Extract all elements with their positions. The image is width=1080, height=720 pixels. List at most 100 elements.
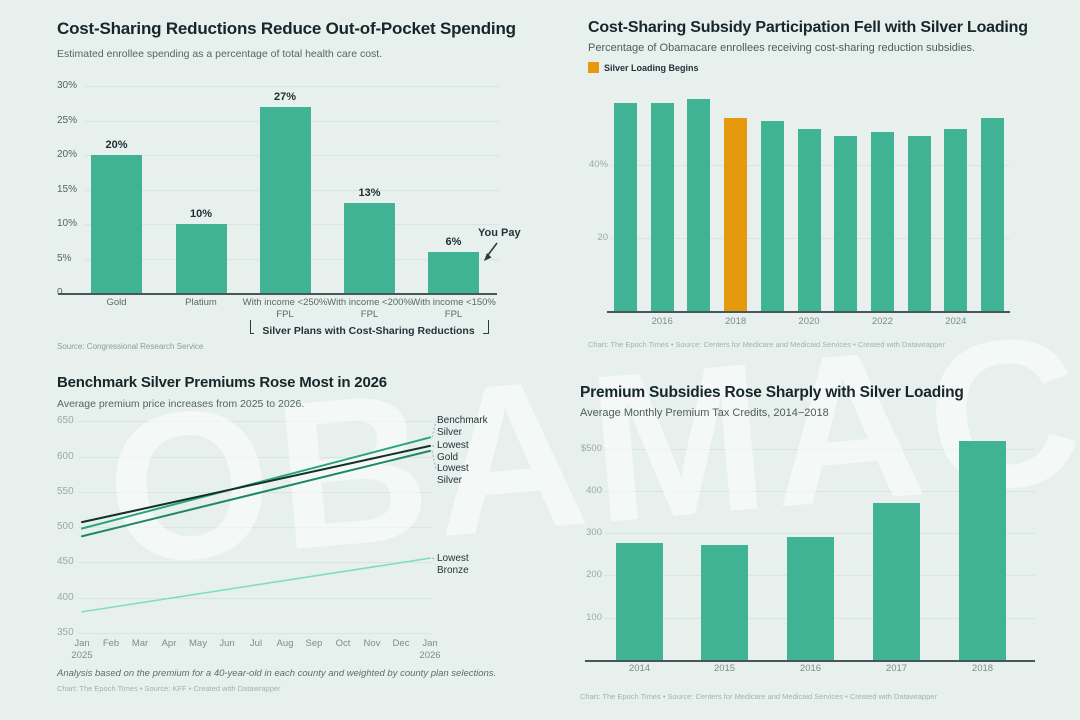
chart2-title: Cost-Sharing Subsidy Participation Fell … [588, 19, 1028, 36]
x-tick-year: 2026 [419, 650, 441, 661]
gridline [78, 421, 432, 423]
y-tick-label: 20% [57, 149, 78, 160]
x-tick-label: Mar [131, 638, 149, 649]
series-line [81, 444, 431, 524]
chart4-footer: Chart: The Epoch Times • Source: Centers… [580, 692, 937, 701]
x-tick-label: Platium [185, 297, 217, 308]
y-tick-label: 500 [57, 521, 74, 533]
x-tick-label: 2020 [798, 316, 820, 327]
bar-value-label: 6% [445, 235, 462, 248]
x-tick-label: 2018 [971, 663, 994, 674]
you-pay-arrow-icon [484, 242, 498, 261]
series-line [81, 436, 431, 530]
legend-swatch [588, 62, 599, 73]
y-tick-label: 200 [586, 569, 602, 581]
y-tick-label: 300 [586, 527, 602, 539]
chart2-subtitle: Percentage of Obamacare enrollees receiv… [588, 42, 976, 54]
bar [701, 544, 748, 660]
y-tick-label: 5% [57, 252, 72, 264]
gridline [78, 633, 432, 634]
line-label: Lowest Bronze [437, 553, 469, 576]
x-axis-line [58, 293, 497, 295]
x-tick-label: 2024 [945, 316, 967, 327]
x-tick-label: 2018 [725, 316, 747, 327]
you-pay-annotation: You Pay [478, 227, 521, 239]
legend-label: Silver Loading Begins [604, 63, 699, 73]
bar [344, 203, 395, 293]
x-tick-label: May [189, 638, 207, 649]
bar-value-label: 13% [358, 187, 381, 200]
x-tick-label: 2015 [713, 663, 736, 674]
line-label: Benchmark Silver [437, 415, 488, 438]
x-tick-label: Gold [106, 297, 127, 308]
chart3-footer: Chart: The Epoch Times • Source: KFF • C… [57, 684, 281, 693]
gridline [78, 456, 432, 458]
label-connector [431, 420, 437, 438]
gridline [604, 490, 1035, 492]
y-tick-label: 550 [57, 485, 74, 497]
bar [797, 128, 821, 311]
y-tick-label: $500 [580, 442, 602, 454]
bar [981, 117, 1004, 311]
x-tick-label: Nov [363, 638, 381, 649]
x-tick-label: Dec [392, 638, 410, 649]
bar [614, 102, 637, 311]
x-tick-label: With income <250% FPL [242, 297, 328, 320]
label-connector [431, 557, 437, 560]
x-tick-label: Jun [219, 638, 235, 649]
y-tick-label: 600 [57, 450, 74, 462]
chart3-title: Benchmark Silver Premiums Rose Most in 2… [57, 374, 387, 391]
x-tick-label: With income <150% FPL [411, 297, 496, 320]
chart1-title: Cost-Sharing Reductions Reduce Out-of-Po… [57, 19, 516, 38]
y-tick-label: 100 [586, 611, 602, 623]
chart3-note: Analysis based on the premium for a 40-y… [57, 668, 497, 679]
bar [428, 251, 479, 293]
bar [959, 440, 1006, 660]
gridline [604, 448, 1035, 450]
bar-value-label: 20% [105, 139, 128, 151]
chart1-subtitle: Estimated enrollee spending as a percent… [57, 48, 383, 60]
bar [834, 135, 858, 311]
chart4-subtitle: Average Monthly Premium Tax Credits, 201… [580, 407, 829, 419]
line-label: Lowest Gold [437, 440, 469, 463]
y-tick-label: 650 [57, 415, 74, 427]
bar [873, 503, 920, 660]
x-tick-label: Sep [305, 638, 323, 649]
y-tick-label: 40% [588, 159, 608, 170]
line-label: Lowest Silver [437, 463, 469, 486]
bar [650, 102, 674, 311]
premium-lines-plot [81, 420, 437, 613]
x-tick-label: Jul [249, 638, 263, 649]
x-tick-label: Apr [161, 638, 177, 649]
bar-value-label: 10% [189, 208, 213, 220]
chart1-source: Source: Congressional Research Service [57, 342, 204, 351]
bar [687, 99, 711, 311]
bar [724, 117, 748, 311]
y-tick-label: 450 [57, 556, 74, 568]
x-tick-label: 2017 [885, 663, 908, 674]
gridline [78, 562, 432, 564]
x-tick-label: Oct [335, 638, 351, 649]
x-tick-label: With income <200% FPL [327, 297, 412, 320]
y-tick-label: 0 [57, 287, 87, 298]
gridline [78, 527, 432, 529]
bar [944, 128, 968, 311]
y-tick-label: 25% [57, 114, 78, 126]
bar [175, 224, 227, 293]
x-tick-year: 2025 [71, 650, 93, 661]
series-line [81, 449, 431, 538]
x-axis-line [585, 660, 1035, 662]
bar [616, 543, 663, 660]
bar [91, 155, 142, 293]
x-axis-line [607, 311, 1010, 313]
series-line [81, 557, 431, 613]
bar [907, 135, 931, 311]
y-tick-label: 30% [57, 80, 78, 91]
chart3-subtitle: Average premium price increases from 202… [57, 398, 305, 410]
x-tick-label: 2014 [628, 663, 651, 674]
gridline [604, 533, 1035, 535]
x-tick-label: Aug [276, 638, 294, 649]
gridline [78, 597, 432, 599]
bar-value-label: 27% [273, 90, 297, 103]
